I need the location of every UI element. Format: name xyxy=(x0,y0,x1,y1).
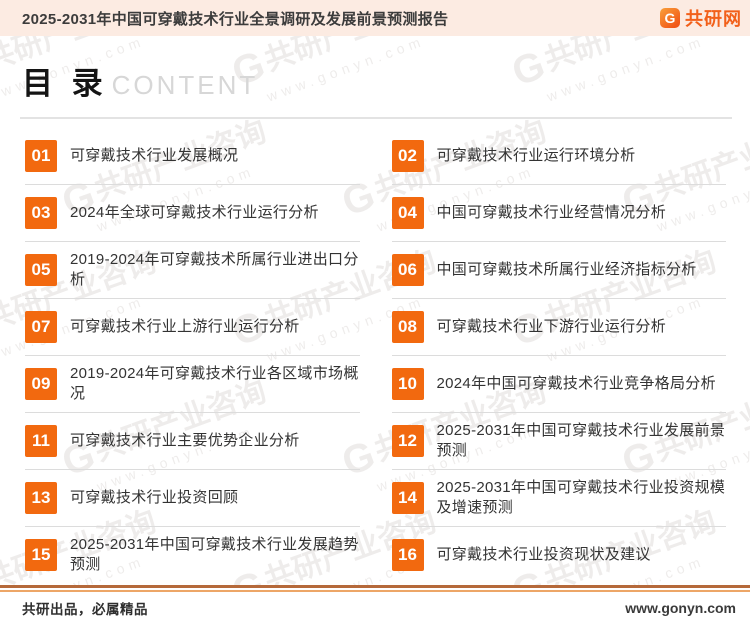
toc-item-title: 可穿戴技术行业投资回顾 xyxy=(70,488,239,506)
page-subtitle: CONTENT xyxy=(111,70,259,100)
toc-item-title: 可穿戴技术行业上游行业运行分析 xyxy=(70,317,300,335)
divider xyxy=(391,469,726,470)
toc-item-title: 可穿戴技术行业发展概况 xyxy=(70,146,239,164)
toc-item-number: 10 xyxy=(391,368,424,400)
toc-column-right: 02 可穿戴技术行业运行环境分析 04 中国可穿戴技术行业经营情况分析 06 中… xyxy=(391,128,727,583)
divider xyxy=(391,241,726,242)
page-heading: 目 录 CONTENT xyxy=(0,36,750,108)
toc-item-number: 14 xyxy=(391,482,424,514)
toc-item-number: 08 xyxy=(391,311,424,343)
brand-logo-icon: G xyxy=(660,8,680,28)
toc-item-12[interactable]: 12 2025-2031年中国可穿戴技术行业发展前景预测 xyxy=(391,413,727,469)
divider xyxy=(391,355,726,356)
toc-item-title: 中国可穿戴技术行业经营情况分析 xyxy=(436,203,667,221)
toc-item-number: 04 xyxy=(391,197,424,229)
toc-item-number: 05 xyxy=(25,254,57,286)
toc-item-15[interactable]: 15 2025-2031年中国可穿戴技术行业发展趋势预测 xyxy=(25,527,360,583)
toc-item-number: 11 xyxy=(25,425,57,457)
toc-item-09[interactable]: 09 2019-2024年可穿戴技术行业各区域市场概况 xyxy=(25,356,360,412)
toc-item-06[interactable]: 06 中国可穿戴技术所属行业经济指标分析 xyxy=(391,242,727,298)
toc-item-title: 2025-2031年中国可穿戴技术行业发展前景预测 xyxy=(436,421,726,459)
header-bar: 2025-2031年中国可穿戴技术行业全景调研及发展前景预测报告 G 共研网 xyxy=(0,0,750,36)
toc-item-number: 07 xyxy=(25,311,57,343)
toc-item-number: 01 xyxy=(25,140,57,172)
toc-item-08[interactable]: 08 可穿戴技术行业下游行业运行分析 xyxy=(391,299,727,355)
heading-rule xyxy=(20,117,732,119)
toc-item-title: 可穿戴技术行业主要优势企业分析 xyxy=(70,431,300,449)
toc-item-title: 2024年中国可穿戴技术行业竞争格局分析 xyxy=(436,374,716,392)
divider xyxy=(25,241,360,242)
toc-item-03[interactable]: 03 2024年全球可穿戴技术行业运行分析 xyxy=(25,185,360,241)
toc-item-title: 可穿戴技术行业投资现状及建议 xyxy=(436,545,651,563)
report-title: 2025-2031年中国可穿戴技术行业全景调研及发展前景预测报告 xyxy=(22,10,449,28)
toc-column-left: 01 可穿戴技术行业发展概况 03 2024年全球可穿戴技术行业运行分析 05 … xyxy=(25,128,360,583)
toc-item-title: 2025-2031年中国可穿戴技术行业发展趋势预测 xyxy=(70,535,359,573)
toc-item-number: 13 xyxy=(25,482,57,514)
toc-item-number: 03 xyxy=(25,197,57,229)
divider xyxy=(25,469,360,470)
toc-item-title: 2024年全球可穿戴技术行业运行分析 xyxy=(70,203,319,221)
divider xyxy=(25,184,360,185)
toc-item-13[interactable]: 13 可穿戴技术行业投资回顾 xyxy=(25,470,360,526)
toc-item-title: 2019-2024年可穿戴技术所属行业进出口分析 xyxy=(70,250,359,288)
divider xyxy=(25,412,360,413)
footer-bar: 共研出品，必属精品 www.gonyn.com xyxy=(0,585,750,622)
footer-website-link[interactable]: www.gonyn.com xyxy=(625,600,736,616)
toc-item-07[interactable]: 07 可穿戴技术行业上游行业运行分析 xyxy=(25,299,360,355)
toc-item-title: 中国可穿戴技术所属行业经济指标分析 xyxy=(436,260,697,278)
toc-item-05[interactable]: 05 2019-2024年可穿戴技术所属行业进出口分析 xyxy=(25,242,360,298)
toc-item-title: 可穿戴技术行业下游行业运行分析 xyxy=(436,317,667,335)
divider xyxy=(391,184,726,185)
toc-item-number: 06 xyxy=(391,254,424,286)
toc-item-04[interactable]: 04 中国可穿戴技术行业经营情况分析 xyxy=(391,185,727,241)
toc-content: 目 录 CONTENT 01 可穿戴技术行业发展概况 03 2024年全球可穿戴技… xyxy=(0,36,750,585)
toc-item-number: 16 xyxy=(391,539,424,571)
toc: 01 可穿戴技术行业发展概况 03 2024年全球可穿戴技术行业运行分析 05 … xyxy=(0,119,750,583)
toc-item-11[interactable]: 11 可穿戴技术行业主要优势企业分析 xyxy=(25,413,360,469)
brand-logo-text: 共研网 xyxy=(685,9,742,29)
footer-slogan: 共研出品，必属精品 xyxy=(22,602,148,617)
toc-item-title: 2019-2024年可穿戴技术行业各区域市场概况 xyxy=(70,364,359,402)
toc-item-14[interactable]: 14 2025-2031年中国可穿戴技术行业投资规模及增速预测 xyxy=(391,470,727,526)
toc-item-number: 02 xyxy=(391,140,424,172)
toc-item-16[interactable]: 16 可穿戴技术行业投资现状及建议 xyxy=(391,527,727,583)
divider xyxy=(25,526,360,527)
toc-item-number: 12 xyxy=(391,425,424,457)
toc-item-02[interactable]: 02 可穿戴技术行业运行环境分析 xyxy=(391,128,727,184)
toc-item-01[interactable]: 01 可穿戴技术行业发展概况 xyxy=(25,128,360,184)
toc-item-title: 可穿戴技术行业运行环境分析 xyxy=(436,146,636,164)
brand-logo[interactable]: G 共研网 xyxy=(660,5,742,31)
toc-item-10[interactable]: 10 2024年中国可穿戴技术行业竞争格局分析 xyxy=(391,356,727,412)
divider xyxy=(25,298,360,299)
divider xyxy=(391,412,726,413)
footer-rule xyxy=(0,585,750,592)
divider xyxy=(391,298,726,299)
page-title: 目 录 xyxy=(22,66,108,101)
toc-item-title: 2025-2031年中国可穿戴技术行业投资规模及增速预测 xyxy=(436,478,726,516)
toc-item-number: 15 xyxy=(25,539,57,571)
divider xyxy=(25,355,360,356)
toc-item-number: 09 xyxy=(25,368,57,400)
divider xyxy=(391,526,726,527)
